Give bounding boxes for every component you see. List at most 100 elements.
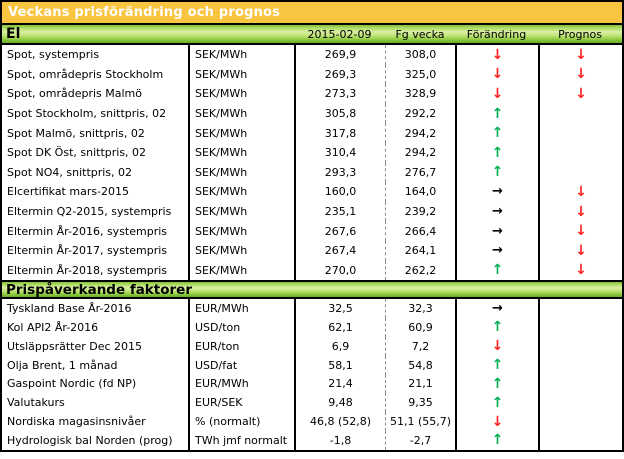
column-header-forecast: Prognos bbox=[558, 27, 602, 41]
table-row: Nordiska magasinsnivåer % (normalt) 46,8 (… bbox=[2, 412, 622, 432]
table-row: Spot Malmö, snittpris, 02 SEK/MWh 317,8 294… bbox=[2, 123, 622, 143]
table-row: Spot, områdepris Malmö SEK/MWh 273,3 328,9 ↓… bbox=[2, 84, 622, 104]
value-previous: 7,2 bbox=[385, 336, 455, 356]
value-previous: 294,2 bbox=[385, 123, 455, 143]
value-current: 62,1 bbox=[294, 317, 385, 337]
change-arrow-up-icon: ↑ bbox=[491, 164, 504, 181]
change-arrow-down-icon: ↓ bbox=[491, 66, 504, 83]
value-current: 293,3 bbox=[294, 162, 385, 183]
change-arrow-up-icon: ↑ bbox=[491, 105, 504, 122]
row-name: Spot Malmö, snittpris, 02 bbox=[7, 126, 145, 140]
change-cell: → bbox=[455, 182, 538, 202]
value-current: -1,8 bbox=[294, 431, 385, 450]
row-name: Spot, systempris bbox=[7, 48, 100, 62]
forecast-arrow-down-icon: ↓ bbox=[575, 85, 587, 102]
row-unit: SEK/MWh bbox=[188, 201, 294, 222]
row-name: Spot, områdepris Malmö bbox=[7, 87, 142, 101]
change-cell: ↑ bbox=[455, 142, 538, 163]
row-unit: SEK/MWh bbox=[188, 123, 294, 143]
row-name: Olja Brent, 1 månad bbox=[7, 358, 118, 372]
forecast-cell bbox=[538, 431, 622, 450]
change-cell: ↑ bbox=[455, 260, 538, 281]
forecast-cell: ↓ bbox=[538, 84, 622, 104]
table-row: Utsläppsrätter Dec 2015 EUR/ton 6,9 7,2 ↓ bbox=[2, 336, 622, 356]
row-name: Gaspoint Nordic (fd NP) bbox=[7, 377, 137, 391]
table-row: Tyskland Base År-2016 EUR/MWh 32,5 32,3 → bbox=[2, 299, 622, 318]
row-unit: SEK/MWh bbox=[188, 260, 294, 281]
row-unit: SEK/MWh bbox=[188, 142, 294, 163]
section-rows-factors: Tyskland Base År-2016 EUR/MWh 32,5 32,3 → Kol… bbox=[2, 299, 622, 450]
row-unit: % (normalt) bbox=[188, 412, 294, 432]
value-current: 160,0 bbox=[294, 182, 385, 202]
row-name: Valutakurs bbox=[7, 396, 65, 410]
forecast-cell: ↓ bbox=[538, 260, 622, 281]
value-previous: 292,2 bbox=[385, 103, 455, 124]
forecast-arrow-down-icon: ↓ bbox=[575, 262, 587, 279]
forecast-arrow-down-icon: ↓ bbox=[575, 66, 587, 83]
forecast-cell bbox=[538, 123, 622, 143]
change-cell: ↓ bbox=[455, 64, 538, 85]
row-name: Spot, områdepris Stockholm bbox=[7, 67, 164, 81]
forecast-arrow-down-icon: ↓ bbox=[575, 183, 587, 200]
table-row: Spot, områdepris Stockholm SEK/MWh 269,3 32… bbox=[2, 64, 622, 85]
change-arrow-up-icon: ↑ bbox=[491, 319, 504, 336]
value-previous: 276,7 bbox=[385, 162, 455, 183]
change-cell: ↑ bbox=[455, 317, 538, 337]
value-previous: 164,0 bbox=[385, 182, 455, 202]
section-label-factors: Prispåverkande faktorer bbox=[6, 281, 192, 298]
row-unit: SEK/MWh bbox=[188, 64, 294, 85]
row-name: Eltermin År-2017, systempris bbox=[7, 244, 168, 258]
value-current: 6,9 bbox=[294, 336, 385, 356]
change-cell: ↓ bbox=[455, 412, 538, 432]
row-name: Spot NO4, snittpris, 02 bbox=[7, 165, 133, 179]
change-arrow-up-icon: ↑ bbox=[491, 125, 504, 142]
change-cell: ↓ bbox=[455, 84, 538, 104]
value-current: 235,1 bbox=[294, 201, 385, 222]
change-cell: → bbox=[455, 240, 538, 261]
row-unit: SEK/MWh bbox=[188, 240, 294, 261]
row-name: Kol API2 År-2016 bbox=[7, 320, 99, 334]
row-name: Eltermin År-2018, systempris bbox=[7, 263, 168, 277]
table-row: Spot Stockholm, snittpris, 02 SEK/MWh 305,… bbox=[2, 103, 622, 124]
value-current: 273,3 bbox=[294, 84, 385, 104]
row-unit: EUR/MWh bbox=[188, 299, 294, 318]
forecast-cell bbox=[538, 142, 622, 163]
row-unit: SEK/MWh bbox=[188, 45, 294, 65]
change-arrow-up-icon: ↑ bbox=[491, 144, 504, 161]
change-cell: ↓ bbox=[455, 336, 538, 356]
change-arrow-flat-icon: → bbox=[492, 243, 503, 259]
value-previous: 32,3 bbox=[385, 299, 455, 318]
value-current: 46,8 (52,8) bbox=[294, 412, 385, 432]
forecast-arrow-down-icon: ↓ bbox=[575, 46, 587, 63]
section-header-el: El 2015-02-09 Fg vecka Förändring Progno… bbox=[2, 25, 622, 45]
row-unit: USD/fat bbox=[188, 355, 294, 375]
value-previous: 328,9 bbox=[385, 84, 455, 104]
section-header-factors: Prispåverkande faktorer bbox=[2, 280, 622, 300]
row-name: Utsläppsrätter Dec 2015 bbox=[7, 339, 143, 353]
change-cell: ↑ bbox=[455, 431, 538, 450]
table-row: Spot NO4, snittpris, 02 SEK/MWh 293,3 276,7… bbox=[2, 162, 622, 183]
value-current: 21,4 bbox=[294, 374, 385, 394]
row-unit: SEK/MWh bbox=[188, 182, 294, 202]
forecast-arrow-down-icon: ↓ bbox=[575, 242, 587, 259]
value-previous: 264,1 bbox=[385, 240, 455, 261]
value-previous: 239,2 bbox=[385, 201, 455, 222]
change-cell: ↑ bbox=[455, 162, 538, 183]
value-previous: -2,7 bbox=[385, 431, 455, 450]
row-name: Nordiska magasinsnivåer bbox=[7, 415, 146, 429]
table-row: Gaspoint Nordic (fd NP) EUR/MWh 21,4 21,1 ↑ bbox=[2, 374, 622, 394]
forecast-cell bbox=[538, 317, 622, 337]
table-row: Spot, systempris SEK/MWh 269,9 308,0 ↓ ↓ bbox=[2, 45, 622, 65]
value-current: 269,3 bbox=[294, 64, 385, 85]
table-row: Valutakurs EUR/SEK 9,48 9,35 ↑ bbox=[2, 393, 622, 413]
table-row: Olja Brent, 1 månad USD/fat 58,1 54,8 ↑ bbox=[2, 355, 622, 375]
row-name: Spot Stockholm, snittpris, 02 bbox=[7, 107, 167, 121]
row-name: Eltermin Q2-2015, systempris bbox=[7, 205, 172, 219]
row-unit: EUR/SEK bbox=[188, 393, 294, 413]
row-unit: SEK/MWh bbox=[188, 84, 294, 104]
change-cell: ↓ bbox=[455, 45, 538, 65]
column-header-prev-week: Fg vecka bbox=[395, 27, 445, 41]
forecast-arrow-down-icon: ↓ bbox=[575, 203, 587, 220]
section-label-el: El bbox=[6, 26, 21, 42]
value-previous: 9,35 bbox=[385, 393, 455, 413]
